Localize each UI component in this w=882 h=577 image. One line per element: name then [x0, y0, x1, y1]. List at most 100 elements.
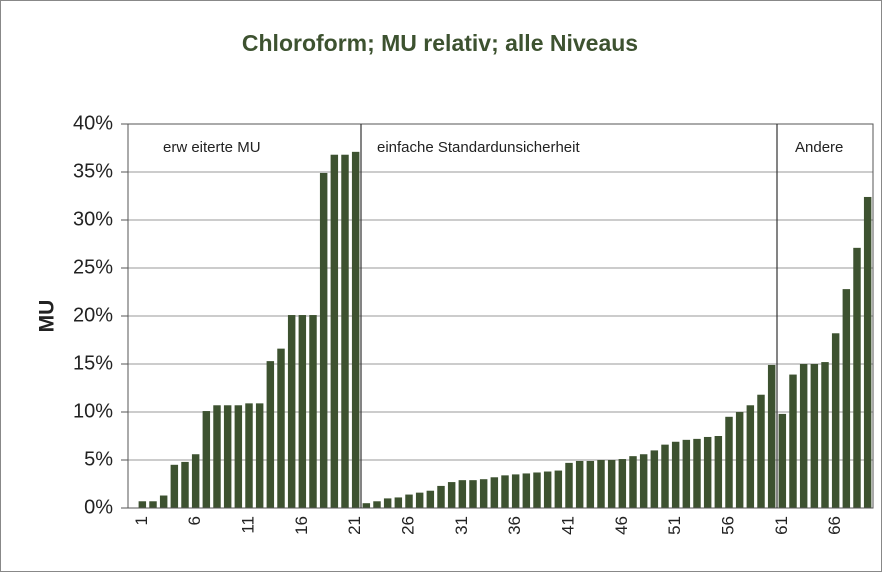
y-tick-label: 10%: [73, 400, 113, 422]
y-tick-label: 25%: [73, 256, 113, 278]
bar: [394, 497, 403, 508]
bar: [138, 501, 147, 508]
bar: [426, 490, 435, 508]
x-tick-label: 36: [505, 516, 524, 535]
bar: [725, 416, 733, 508]
bar: [853, 247, 861, 508]
section-label: Andere: [795, 139, 843, 156]
bar: [149, 501, 157, 508]
section-label: erw eiterte MU: [163, 139, 261, 156]
bar: [533, 472, 541, 508]
bar: [501, 475, 509, 508]
bar: [575, 460, 584, 508]
bar: [490, 477, 499, 508]
bar: [629, 456, 637, 508]
bar: [213, 405, 221, 508]
x-tick-label: 1: [132, 516, 151, 525]
x-tick-label: 21: [345, 516, 364, 535]
bar: [170, 464, 179, 508]
bar: [650, 450, 659, 508]
x-tick-label: 46: [612, 516, 631, 535]
bar: [341, 154, 349, 508]
bar: [522, 473, 531, 508]
bar: [469, 480, 477, 508]
bar: [586, 460, 595, 508]
bar: [319, 172, 328, 508]
bar: [810, 364, 819, 508]
y-tick-label: 15%: [73, 352, 113, 374]
bar: [351, 151, 360, 508]
x-tick-label: 41: [558, 516, 577, 535]
bar: [554, 470, 563, 508]
y-tick-label: 20%: [73, 304, 113, 326]
x-tick-label: 11: [238, 516, 257, 534]
bar: [266, 361, 275, 508]
bar: [383, 498, 392, 508]
bar: [191, 454, 200, 508]
x-tick-label: 16: [292, 516, 311, 535]
bar: [415, 492, 424, 508]
x-tick-label: 26: [398, 516, 417, 535]
x-tick-label: 66: [825, 516, 844, 535]
bar: [362, 503, 371, 508]
bar: [757, 394, 765, 508]
bars: [138, 151, 872, 508]
bar: [255, 403, 264, 508]
bar: [597, 460, 605, 508]
bar: [277, 348, 285, 508]
bar: [159, 495, 168, 508]
y-tick-label: 35%: [73, 160, 113, 182]
y-tick-label: 30%: [73, 208, 113, 230]
bar: [511, 474, 520, 508]
x-tick-label: 51: [665, 516, 684, 535]
bar: [746, 405, 755, 508]
bar: [682, 439, 691, 508]
bar: [309, 315, 317, 508]
bar: [789, 374, 797, 508]
bar: [703, 436, 712, 508]
bar: [330, 154, 339, 508]
bar: [565, 462, 573, 508]
bar: [714, 436, 723, 508]
bar: [234, 405, 243, 508]
bar: [778, 413, 787, 508]
bar: [223, 405, 232, 508]
bar: [607, 460, 616, 508]
bar: [447, 482, 456, 508]
x-tick-label: 6: [185, 516, 204, 525]
bar: [767, 364, 776, 508]
x-tick-label: 31: [452, 516, 471, 535]
bar: [405, 494, 413, 508]
y-tick-label: 0%: [84, 496, 113, 518]
bar: [661, 444, 669, 508]
bar: [618, 459, 627, 508]
x-tick-label: 61: [772, 516, 791, 535]
bar: [458, 480, 467, 508]
bar: [202, 411, 211, 508]
bar: [373, 501, 381, 508]
bar: [831, 333, 840, 508]
bar: [671, 441, 680, 508]
bar: [863, 196, 872, 508]
bar: [298, 315, 307, 508]
y-tick-label: 5%: [84, 448, 113, 470]
bar: [821, 362, 829, 508]
bar: [181, 461, 189, 508]
bar: [842, 289, 851, 508]
y-tick-label: 40%: [73, 112, 113, 134]
bar: [479, 479, 488, 508]
y-axis-label: MU: [36, 300, 59, 333]
bar: [639, 454, 648, 508]
chart-title: Chloroform; MU relativ; alle Niveaus: [242, 30, 638, 56]
bar: [799, 364, 808, 508]
bar: [287, 315, 296, 508]
bar: [543, 471, 552, 508]
section-label: einfache Standardunsicherheit: [377, 139, 580, 156]
bar: [693, 438, 701, 508]
bar: [735, 412, 744, 508]
bar: [437, 485, 445, 508]
bar: [245, 403, 253, 508]
